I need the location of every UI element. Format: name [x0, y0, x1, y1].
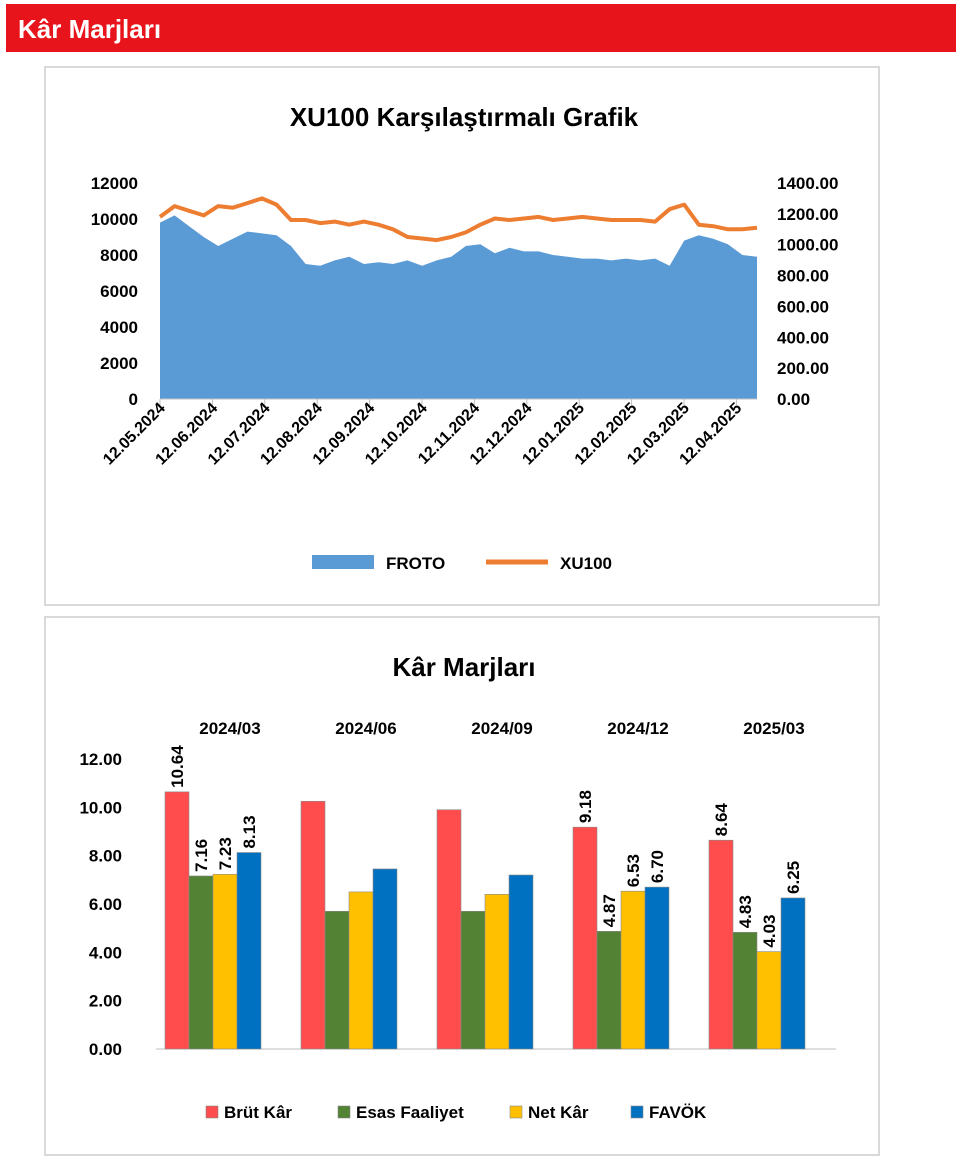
- bar-Net Kâr: [484, 894, 510, 1050]
- bar-Esas Faaliyet: [324, 910, 350, 1050]
- data-label: 8.13: [240, 815, 259, 848]
- profit-margins-chart-panel: Kâr Marjları 12.00 10.00 8.00 6.00 4.00 2.00 0.…: [44, 616, 880, 1156]
- legend-swatch: [630, 1105, 644, 1119]
- data-label: 4.03: [760, 915, 779, 948]
- data-label: 8.64: [712, 803, 731, 837]
- bar-Esas Faaliyet: [188, 875, 214, 1050]
- y-left-tick-label: 0: [129, 390, 138, 409]
- legend-swatch: [205, 1105, 219, 1119]
- y-right-tick-label: 1000.00: [777, 236, 838, 255]
- xu100-line-series: [158, 196, 758, 243]
- y-tick-label: 6.00: [89, 895, 122, 914]
- bar-Esas Faaliyet: [596, 931, 622, 1050]
- xu100-comparison-chart: XU100 Karşılaştırmalı Grafik 12000 10000 80…: [91, 102, 839, 573]
- y-left-tick-label: 8000: [100, 246, 138, 265]
- page-title: Kâr Marjları: [18, 14, 162, 44]
- bar-FAVÖK: [372, 868, 398, 1050]
- y-right-tick-label: 400.00: [777, 328, 829, 347]
- bar-Esas Faaliyet: [732, 931, 758, 1050]
- bar-Net Kâr: [348, 891, 374, 1050]
- xu100-comparison-chart-panel: XU100 Karşılaştırmalı Grafik 12000 10000 80…: [44, 66, 880, 606]
- category-label: 2024/12: [607, 719, 668, 738]
- legend-swatch: [337, 1105, 351, 1119]
- bar-Brüt Kâr: [164, 791, 190, 1050]
- y-tick-label: 10.00: [79, 798, 122, 817]
- chart-title: Kâr Marjları: [392, 652, 535, 682]
- y-tick-label: 12.00: [79, 750, 122, 769]
- legend-froto-label: FROTO: [386, 554, 445, 573]
- data-label: 7.16: [192, 839, 211, 872]
- data-label: 10.64: [168, 745, 187, 788]
- y-right-tick-label: 1200.00: [777, 205, 838, 224]
- bar-Brüt Kâr: [436, 809, 462, 1050]
- legend-label: Net Kâr: [528, 1103, 589, 1122]
- chart-title: XU100 Karşılaştırmalı Grafik: [290, 102, 639, 132]
- bar-Brüt Kâr: [300, 800, 326, 1050]
- y-right-tick-label: 800.00: [777, 267, 829, 286]
- data-label: 4.87: [600, 894, 619, 927]
- category-label: 2024/06: [335, 719, 396, 738]
- y-left-tick-label: 12000: [91, 174, 138, 193]
- y-tick-label: 8.00: [89, 847, 122, 866]
- bar-Brüt Kâr: [572, 826, 598, 1050]
- legend-label: FAVÖK: [649, 1103, 707, 1122]
- bar-Brüt Kâr: [708, 839, 734, 1050]
- y-right-tick-label: 1400.00: [777, 174, 838, 193]
- bar-FAVÖK: [508, 874, 534, 1050]
- y-right-tick-label: 0.00: [777, 390, 810, 409]
- bar-FAVÖK: [236, 852, 262, 1050]
- data-label: 6.70: [648, 850, 667, 883]
- category-label: 2025/03: [743, 719, 804, 738]
- bar-FAVÖK: [780, 897, 806, 1050]
- y-right-tick-label: 200.00: [777, 359, 829, 378]
- legend-swatch: [509, 1105, 523, 1119]
- y-left-tick-label: 2000: [100, 354, 138, 373]
- data-label: 7.23: [216, 837, 235, 870]
- category-label: 2024/03: [199, 719, 260, 738]
- y-left-tick-label: 6000: [100, 282, 138, 301]
- y-left-tick-label: 10000: [91, 210, 138, 229]
- froto-area-series: [160, 215, 757, 399]
- bar-Net Kâr: [212, 873, 238, 1050]
- y-right-tick-label: 600.00: [777, 297, 829, 316]
- legend-froto-swatch: [312, 555, 374, 569]
- profit-margins-chart: Kâr Marjları 12.00 10.00 8.00 6.00 4.00 2.00 0.…: [79, 652, 836, 1122]
- header-bar: Kâr Marjları: [6, 4, 956, 52]
- legend-label: Esas Faaliyet: [356, 1103, 464, 1122]
- bar-Esas Faaliyet: [460, 910, 486, 1050]
- legend-xu100-label: XU100: [560, 554, 612, 573]
- y-left-tick-label: 4000: [100, 318, 138, 337]
- data-label: 4.83: [736, 895, 755, 928]
- y-tick-label: 0.00: [89, 1040, 122, 1059]
- data-label: 6.25: [784, 861, 803, 894]
- data-label: 9.18: [576, 790, 595, 823]
- legend-label: Brüt Kâr: [224, 1103, 292, 1122]
- bar-FAVÖK: [644, 886, 670, 1050]
- bar-Net Kâr: [756, 951, 782, 1050]
- y-tick-label: 4.00: [89, 943, 122, 962]
- data-label: 6.53: [624, 854, 643, 887]
- bar-Net Kâr: [620, 890, 646, 1050]
- category-label: 2024/09: [471, 719, 532, 738]
- y-tick-label: 2.00: [89, 992, 122, 1011]
